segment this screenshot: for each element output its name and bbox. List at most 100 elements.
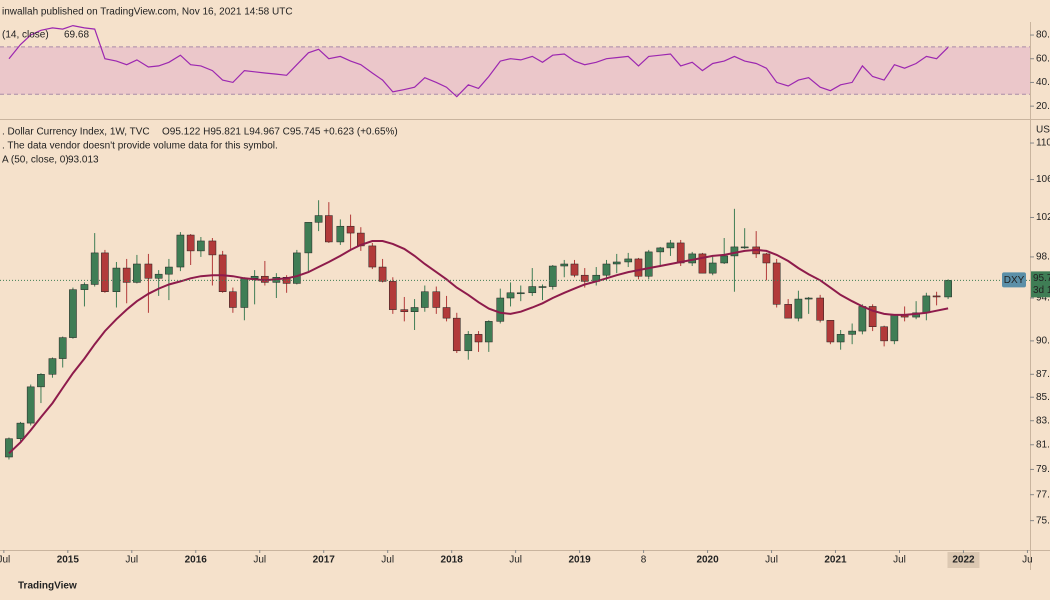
x-cursor-box: [947, 552, 980, 568]
ma-legend: A (50, close, 0): [2, 155, 69, 166]
candle-body: [836, 334, 845, 343]
candle-body: [932, 295, 941, 298]
candle-body: [612, 261, 621, 265]
candle-body: [740, 246, 749, 249]
rsi-last-value: 69.68: [64, 30, 89, 41]
candle-body: [58, 337, 67, 359]
symbol-tag: DXY: [1004, 275, 1025, 286]
candle-body: [420, 291, 429, 308]
candle-body: [240, 278, 249, 308]
header: inwallah published on TradingView.com, N…: [2, 7, 293, 18]
x-tick-label: Jul: [893, 555, 906, 566]
candle-body: [484, 321, 493, 343]
y-tick-label: 98.00: [1036, 252, 1050, 263]
footer-brand: TradingView: [18, 581, 77, 592]
x-tick-label: Jul: [509, 555, 522, 566]
candle-body: [90, 252, 99, 285]
x-tick-label: Jul: [765, 555, 778, 566]
symbol-tag-bg: [1002, 272, 1026, 288]
candle-body: [784, 304, 792, 319]
candle-body: [378, 266, 387, 282]
candle-body: [218, 254, 227, 292]
candle-body: [538, 286, 547, 288]
candle-body: [868, 306, 877, 327]
candle-body: [516, 292, 525, 295]
candle-body: [634, 258, 643, 277]
rsi-band: [0, 46, 1030, 95]
y-tick-label: 81.00: [1036, 439, 1050, 450]
candle-body: [858, 306, 867, 332]
candle-body: [112, 267, 121, 292]
symbol-title: . Dollar Currency Index, 1W, TVC: [2, 127, 150, 138]
candle-body: [48, 358, 57, 375]
candle-body: [176, 234, 185, 268]
x-tick-label: Jul: [381, 555, 394, 566]
x-tick-label: 2018: [441, 555, 464, 566]
candle-body: [442, 307, 451, 319]
candle-body: [570, 263, 579, 276]
candle-body: [336, 225, 345, 243]
candle-body: [208, 240, 217, 256]
x-tick-label: Jul: [0, 555, 10, 566]
candle-body: [144, 263, 153, 279]
y-tick-label: 106.00: [1036, 174, 1050, 185]
candle-body: [772, 262, 781, 305]
candle-body: [80, 284, 89, 290]
y-tick-label: 94.00: [1036, 293, 1050, 304]
ohlc-legend: O95.122 H95.821 L94.967 C95.745 +0.623 (…: [162, 127, 398, 138]
candle-body: [676, 242, 685, 264]
candle-body: [133, 263, 141, 283]
candle-body: [5, 438, 13, 458]
price-tag: 95.7: [1033, 273, 1050, 284]
y-tick-label: 40.00: [1036, 77, 1050, 88]
x-tick-label: 2019: [568, 555, 591, 566]
candle-body: [548, 265, 557, 287]
candle-body: [656, 247, 665, 253]
candle-body: [388, 281, 397, 310]
candle-body: [325, 215, 333, 243]
candle-body: [250, 275, 259, 279]
candle-body: [644, 251, 653, 277]
candle-body: [560, 263, 569, 267]
candle-body: [154, 273, 163, 279]
countdown: 3d 1: [1033, 285, 1050, 296]
candle-body: [922, 295, 931, 314]
candle-body: [464, 334, 473, 352]
candle-body: [580, 274, 589, 282]
candle-body: [496, 297, 505, 322]
y-tick-label: 75.00: [1036, 515, 1050, 526]
candle-body: [602, 263, 611, 276]
candle-body: [229, 291, 237, 308]
candle-body: [848, 330, 856, 335]
candle-body: [452, 317, 461, 352]
volume-note: . The data vendor doesn't provide volume…: [2, 141, 278, 152]
candle-body: [944, 280, 952, 298]
axis-unit: US: [1036, 125, 1050, 136]
price-tag-bg: [1031, 271, 1050, 298]
x-tick-label: 8: [641, 555, 647, 566]
candle-body: [624, 258, 633, 263]
y-tick-label: 79.00: [1036, 464, 1050, 475]
candle-body: [720, 255, 729, 264]
x-tick-label: 2016: [185, 555, 208, 566]
x-tick-label: 2015: [57, 555, 80, 566]
x-tick-label: 2020: [696, 555, 719, 566]
candle-body: [26, 386, 35, 424]
candle-body: [826, 320, 835, 343]
x-tick-label: Ju: [1022, 555, 1033, 566]
candle-body: [474, 334, 483, 343]
y-tick-label: 80.00: [1036, 30, 1050, 41]
candle-body: [762, 253, 771, 264]
candle-body: [101, 252, 109, 292]
y-tick-label: 20.00: [1036, 101, 1050, 112]
candle-body: [666, 242, 675, 249]
x-tick-label: 2017: [313, 555, 336, 566]
candle-body: [432, 291, 441, 308]
x-tick-label: Jul: [253, 555, 266, 566]
y-tick-label: 77.00: [1036, 489, 1050, 500]
candle-body: [400, 309, 409, 312]
y-tick-label: 87.00: [1036, 369, 1050, 380]
x-tick-label: Jul: [125, 555, 138, 566]
y-tick-label: 90.00: [1036, 336, 1050, 347]
